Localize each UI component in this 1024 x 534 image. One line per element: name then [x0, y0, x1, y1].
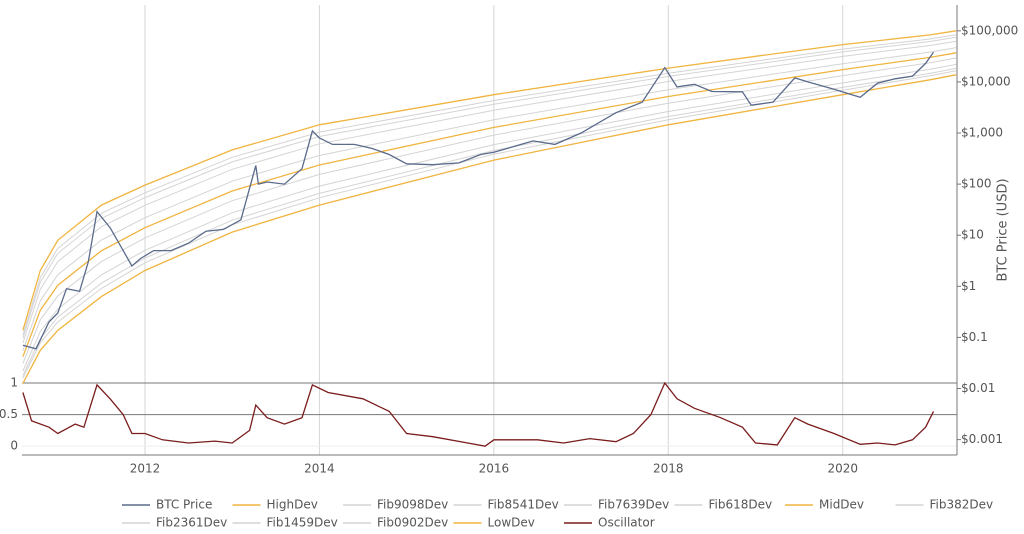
- series-line: [22, 51, 935, 350]
- legend-label: Fib0902Dev: [377, 516, 448, 530]
- y-tick-label: $0.01: [961, 381, 995, 395]
- series-line: [22, 57, 957, 364]
- legend-label: HighDev: [267, 498, 318, 512]
- legend-label: Fib618Dev: [709, 498, 773, 512]
- y-tick-label: $1,000: [961, 126, 1003, 140]
- legend-label: Fib2361Dev: [156, 516, 227, 530]
- legend-label: Fib382Dev: [930, 498, 994, 512]
- y-tick-label: $0.1: [961, 330, 988, 344]
- series-line: [22, 70, 957, 379]
- series-line: [22, 36, 957, 339]
- y-axis-title: BTC Price (USD): [996, 178, 1011, 281]
- legend-label: MidDev: [819, 498, 864, 512]
- y-tick-label: $10: [961, 228, 984, 242]
- legend-label: Fib1459Dev: [267, 516, 338, 530]
- legend-label: LowDev: [488, 516, 535, 530]
- series-line: [22, 74, 957, 384]
- series-line: [22, 40, 957, 344]
- series-line: [22, 30, 957, 331]
- legend-label: Fib7639Dev: [598, 498, 669, 512]
- y2-tick-label: 0.5: [0, 407, 18, 421]
- plot-area: [22, 30, 957, 447]
- legend-label: Fib9098Dev: [377, 498, 448, 512]
- y-tick-label: $0.001: [961, 432, 1003, 446]
- y-tick-label: $10,000: [961, 74, 1011, 88]
- y-tick-label: $1: [961, 279, 976, 293]
- y2-tick-label: 1: [10, 376, 18, 390]
- series-line: [22, 52, 957, 357]
- x-tick-label: 2012: [130, 462, 161, 476]
- x-tick-label: 2018: [653, 462, 684, 476]
- series-line: [22, 67, 957, 376]
- series-line: [22, 63, 957, 372]
- y2-tick-label: 0: [10, 439, 18, 453]
- x-tick-label: 2014: [304, 462, 335, 476]
- y-tick-label: $100: [961, 177, 992, 191]
- legend-label: BTC Price: [156, 498, 212, 512]
- legend-label: Fib8541Dev: [488, 498, 559, 512]
- x-tick-label: 2016: [479, 462, 510, 476]
- x-tick-label: 2020: [827, 462, 858, 476]
- series-line: [22, 381, 935, 447]
- legend-label: Oscillator: [598, 516, 655, 530]
- series-line: [22, 34, 957, 336]
- y-tick-label: $100,000: [961, 23, 1018, 37]
- series-line: [22, 47, 957, 351]
